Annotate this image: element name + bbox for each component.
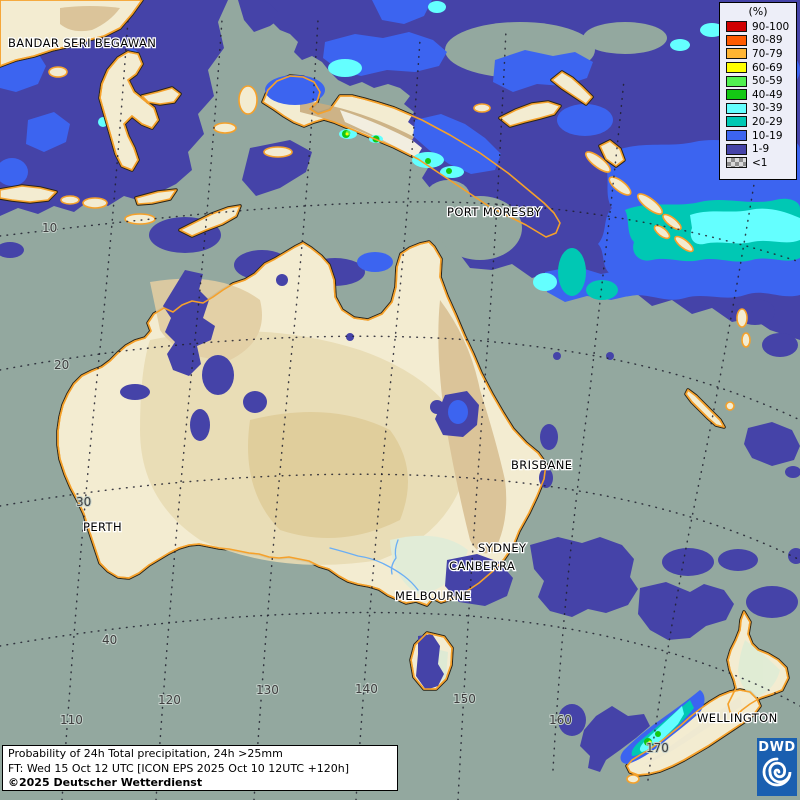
islet bbox=[473, 103, 491, 113]
islet bbox=[736, 308, 748, 328]
city-label-wellington: WELLINGTON bbox=[697, 711, 778, 725]
legend-label: <1 bbox=[752, 156, 768, 169]
info-line-product: Probability of 24h Total precipitation, … bbox=[8, 747, 283, 760]
grat-label-20: 20 bbox=[54, 358, 69, 372]
legend-title: (%) bbox=[748, 5, 768, 18]
islet bbox=[584, 151, 612, 173]
legend-label: 20-29 bbox=[752, 115, 783, 128]
legend-label: 40-49 bbox=[752, 88, 783, 101]
grat-label-10: 10 bbox=[42, 221, 57, 235]
legend-swatch bbox=[726, 89, 747, 101]
grat-label-110: 110 bbox=[60, 713, 83, 727]
dwd-spiral-icon bbox=[762, 757, 792, 787]
islet bbox=[82, 197, 108, 209]
legend-swatch bbox=[726, 34, 747, 46]
legend-row: 60-69 bbox=[720, 61, 796, 75]
islet bbox=[238, 85, 258, 115]
dwd-logo: DWD bbox=[757, 738, 797, 796]
islet bbox=[213, 122, 237, 134]
landmasses bbox=[0, 0, 790, 784]
legend-row: 20-29 bbox=[720, 115, 796, 129]
legend-label: 70-79 bbox=[752, 47, 783, 60]
legend-label: 80-89 bbox=[752, 34, 783, 47]
info-bar: Probability of 24h Total precipitation, … bbox=[2, 745, 398, 791]
legend-label: 60-69 bbox=[752, 61, 783, 74]
legend-swatch bbox=[726, 62, 747, 74]
legend-label: 50-59 bbox=[752, 75, 783, 88]
graticule-labels: 10 20 30 40 110 120 130 140 150 160 170 bbox=[41, 220, 670, 756]
legend-row: 90-100 bbox=[720, 20, 796, 34]
city-label-canberra: CANBERRA bbox=[449, 559, 515, 573]
legend-row: 50-59 bbox=[720, 74, 796, 88]
legend-swatch bbox=[726, 143, 747, 155]
islet bbox=[48, 66, 68, 78]
grat-label-140: 140 bbox=[355, 682, 378, 696]
grat-label-130: 130 bbox=[256, 683, 279, 697]
legend-row: 10-19 bbox=[720, 129, 796, 143]
legend-row: 30-39 bbox=[720, 102, 796, 116]
legend-swatch bbox=[726, 102, 747, 114]
city-label-melbourne: MELBOURNE bbox=[395, 589, 471, 603]
legend-row: <1 bbox=[720, 156, 796, 170]
islands-over-precip bbox=[473, 70, 751, 411]
legend-swatch bbox=[726, 157, 747, 169]
legend-swatch bbox=[726, 21, 747, 33]
grat-label-160: 160 bbox=[549, 713, 572, 727]
legend-swatch bbox=[726, 116, 747, 128]
legend-row: 40-49 bbox=[720, 88, 796, 102]
grat-label-150: 150 bbox=[453, 692, 476, 706]
grat-label-120: 120 bbox=[158, 693, 181, 707]
graticule bbox=[0, 19, 800, 800]
legend-label: 30-39 bbox=[752, 102, 783, 115]
info-line-forecast-time: FT: Wed 15 Oct 12 UTC [ICON EPS 2025 Oct… bbox=[8, 761, 350, 775]
legend-swatch bbox=[726, 75, 747, 87]
legend-label: 10-19 bbox=[752, 129, 783, 142]
city-label-brisbane: BRISBANE bbox=[511, 458, 572, 472]
info-line-copyright: ©2025 Deutscher Wetterdienst bbox=[8, 776, 203, 790]
legend: (%) 90-100 80-89 70-79 60-69 50-59 40-49 30-39… bbox=[719, 2, 797, 180]
islet bbox=[263, 146, 293, 158]
legend-row: 1-9 bbox=[720, 142, 796, 156]
legend-label: 1-9 bbox=[752, 143, 770, 156]
islet bbox=[608, 176, 632, 196]
legend-rows: 90-100 80-89 70-79 60-69 50-59 40-49 30-39 20-2… bbox=[720, 20, 796, 170]
dwd-logo-text: DWD bbox=[758, 740, 796, 755]
legend-row: 70-79 bbox=[720, 47, 796, 61]
legend-row: 80-89 bbox=[720, 34, 796, 48]
islet bbox=[662, 213, 682, 231]
grat-label-170: 170 bbox=[646, 741, 669, 755]
legend-swatch bbox=[726, 130, 747, 142]
islet bbox=[674, 235, 694, 253]
city-labels: BANDAR SERI BEGAWAN PORT MORESBY BRISBANE S… bbox=[7, 35, 779, 726]
islet bbox=[636, 193, 664, 215]
islet bbox=[124, 213, 156, 225]
precip-field bbox=[120, 0, 800, 772]
islet bbox=[626, 774, 640, 784]
city-label-bandar-seri-begawan: BANDAR SERI BEGAWAN bbox=[8, 36, 156, 50]
islet bbox=[741, 332, 751, 348]
legend-label: 90-100 bbox=[752, 20, 790, 33]
terrain bbox=[60, 6, 780, 766]
river-murray bbox=[329, 539, 419, 591]
city-label-sydney: SYDNEY bbox=[478, 541, 527, 555]
grat-label-40: 40 bbox=[102, 633, 117, 647]
islet bbox=[653, 224, 671, 240]
city-label-port-moresby: PORT MORESBY bbox=[447, 205, 542, 219]
legend-swatch bbox=[726, 48, 747, 60]
grat-label-30: 30 bbox=[76, 495, 91, 509]
islet bbox=[60, 195, 80, 205]
city-label-perth: PERTH bbox=[83, 520, 122, 534]
islet bbox=[725, 401, 735, 411]
